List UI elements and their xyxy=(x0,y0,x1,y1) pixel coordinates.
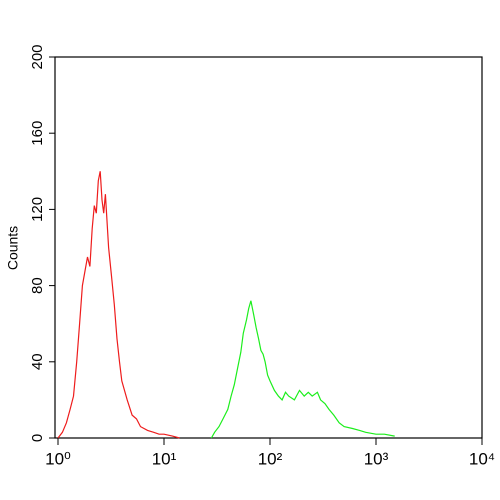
y-axis-label: Counts xyxy=(5,226,21,270)
x-tick-label: 10² xyxy=(258,449,283,468)
histogram-line xyxy=(57,171,180,439)
y-tick-label: 160 xyxy=(29,121,46,146)
plot-frame xyxy=(54,56,483,439)
histogram-line xyxy=(210,300,395,439)
y-tick-label: 40 xyxy=(29,353,46,370)
y-tick-label: 0 xyxy=(29,434,46,442)
y-tick-label: 200 xyxy=(29,44,46,69)
x-tick-label: 10¹ xyxy=(152,449,177,468)
y-tick-label: 120 xyxy=(29,197,46,222)
y-tick-label: 80 xyxy=(29,277,46,294)
x-tick-label: 10⁴ xyxy=(469,449,495,468)
x-tick-label: 10³ xyxy=(364,449,389,468)
x-tick-label: 10⁰ xyxy=(45,449,71,468)
